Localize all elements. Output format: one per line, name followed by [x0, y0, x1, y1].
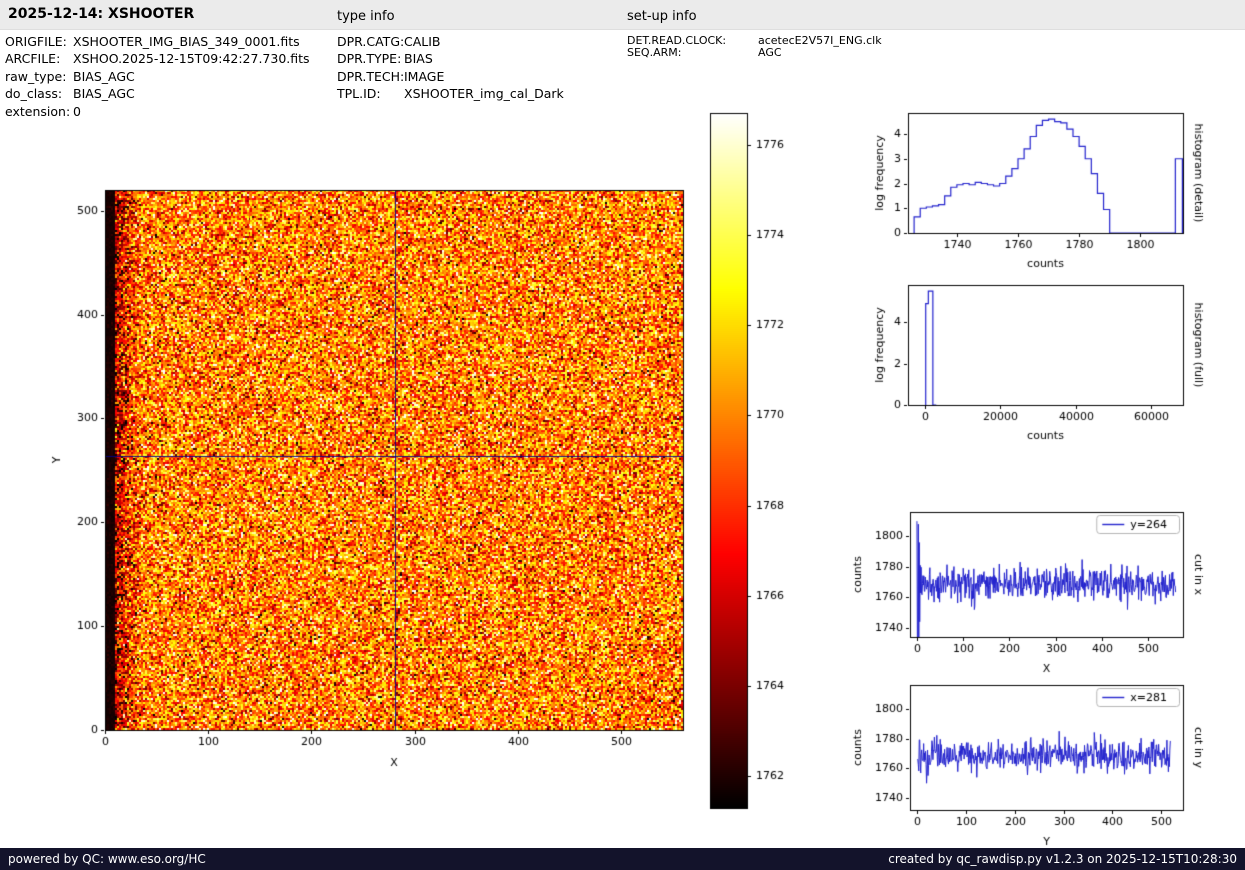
- row-do-class: do_class: BIAS_AGC: [5, 85, 310, 102]
- meta-label: ORIGFILE:: [5, 34, 67, 49]
- cut-in-x-plot: [840, 498, 1240, 693]
- meta-label: SEQ.ARM:: [627, 45, 682, 59]
- meta-label: do_class:: [5, 86, 63, 102]
- meta-label: DPR.TECH:: [337, 68, 405, 84]
- row-det-read-clock: DET.READ.CLOCK: acetecE2V57I_ENG.clk: [627, 35, 882, 47]
- meta-label: extension:: [5, 103, 71, 119]
- meta-label: DPR.CATG:: [337, 34, 405, 49]
- footer-powered-by: powered by QC: www.eso.org/HC: [8, 852, 206, 866]
- meta-value: acetecE2V57I_ENG.clk: [758, 34, 882, 47]
- histogram-detail-plot: [840, 100, 1240, 290]
- meta-value: BIAS_AGC: [73, 86, 135, 102]
- meta-label: DET.READ.CLOCK:: [627, 34, 727, 47]
- footer-bar: powered by QC: www.eso.org/HC created by…: [0, 848, 1245, 870]
- meta-value: XSHOO.2025-12-15T09:42:27.730.fits: [73, 51, 310, 67]
- footer-credit: created by qc_rawdisp.py v1.2.3 on 2025-…: [888, 852, 1237, 866]
- row-dpr-type: DPR.TYPE: BIAS: [337, 50, 564, 67]
- row-tpl-id: TPL.ID: XSHOOTER_img_cal_Dark: [337, 85, 564, 102]
- bias-image-plot: [40, 168, 700, 793]
- row-origfile: ORIGFILE: XSHOOTER_IMG_BIAS_349_0001.fits: [5, 33, 310, 50]
- meta-label: raw_type:: [5, 68, 67, 84]
- footer-qc-link[interactable]: www.eso.org/HC: [107, 852, 206, 866]
- row-extension: extension: 0: [5, 103, 310, 120]
- histogram-full-plot: [840, 272, 1240, 462]
- row-arcfile: ARCFILE: XSHOO.2025-12-15T09:42:27.730.fi…: [5, 50, 310, 67]
- meta-value: BIAS_AGC: [73, 68, 135, 84]
- row-seq-arm: SEQ.ARM: AGC: [627, 45, 882, 59]
- type-info-block: DPR.CATG:CALIB DPR.TYPE: BIAS DPR.TECH:IM…: [337, 33, 564, 103]
- row-dpr-tech: DPR.TECH:IMAGE: [337, 68, 564, 85]
- meta-value: AGC: [758, 45, 782, 59]
- page-title: 2025-12-14: XSHOOTER: [8, 6, 195, 22]
- meta-value: BIAS: [404, 51, 433, 67]
- meta-value: CALIB: [404, 34, 441, 49]
- meta-label: DPR.TYPE:: [337, 51, 402, 67]
- file-info-block: ORIGFILE: XSHOOTER_IMG_BIAS_349_0001.fits…: [5, 33, 310, 120]
- meta-value: IMAGE: [404, 68, 445, 84]
- colorbar: [700, 105, 830, 820]
- meta-label: ARCFILE:: [5, 51, 61, 67]
- setup-info-block: DET.READ.CLOCK: acetecE2V57I_ENG.clk SEQ.…: [627, 35, 882, 58]
- meta-value: XSHOOTER_img_cal_Dark: [404, 86, 564, 102]
- setup-info-heading: set-up info: [627, 9, 697, 24]
- type-info-heading: type info: [337, 9, 395, 24]
- row-raw-type: raw_type: BIAS_AGC: [5, 68, 310, 85]
- row-dpr-catg: DPR.CATG:CALIB: [337, 33, 564, 50]
- cut-in-y-plot: [840, 671, 1240, 866]
- meta-value: 0: [73, 103, 81, 119]
- meta-label: TPL.ID:: [337, 86, 381, 102]
- footer-powered-by-text: powered by QC:: [8, 852, 108, 866]
- header-bar: 2025-12-14: XSHOOTER type info set-up in…: [0, 0, 1245, 30]
- meta-value: XSHOOTER_IMG_BIAS_349_0001.fits: [73, 34, 300, 49]
